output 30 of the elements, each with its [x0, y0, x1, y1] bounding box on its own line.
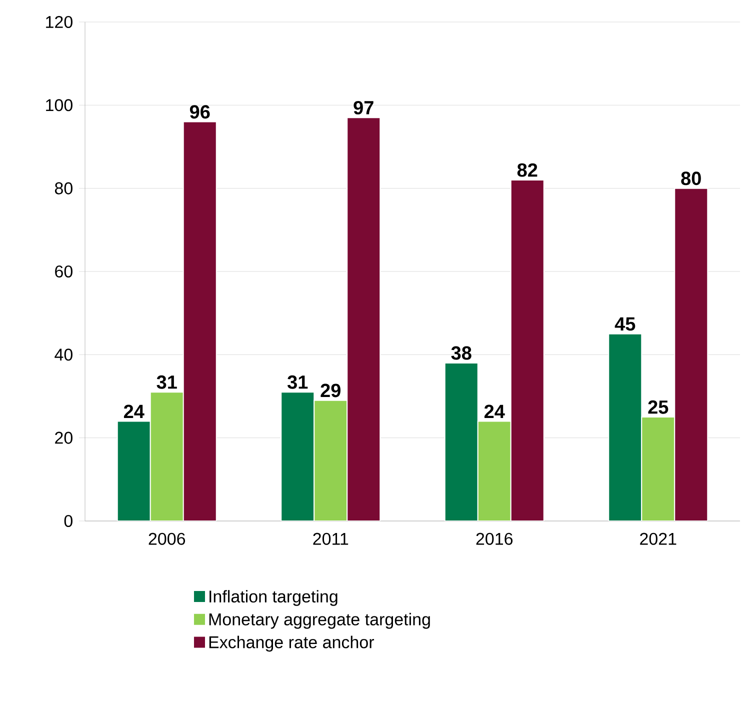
- data-label: 24: [484, 404, 505, 418]
- x-tick-label: 2016: [476, 532, 513, 545]
- data-label: 29: [320, 384, 340, 398]
- legend-label: Monetary aggregate targeting: [209, 612, 430, 629]
- x-tick-label: 2006: [148, 532, 186, 545]
- data-label: 96: [190, 105, 210, 119]
- y-tick-label: 0: [64, 514, 72, 528]
- data-label: 45: [614, 317, 636, 331]
- bar: [510, 180, 544, 521]
- y-tick-label: 20: [55, 432, 72, 444]
- x-tick-label: 2021: [640, 532, 676, 545]
- data-label: 80: [681, 172, 701, 186]
- data-label: 97: [354, 100, 374, 114]
- y-tick-label: 100: [46, 99, 72, 112]
- y-tick-label: 60: [55, 265, 72, 278]
- bar: [182, 121, 217, 521]
- data-label: 24: [124, 404, 144, 418]
- data-label: 38: [451, 346, 472, 360]
- data-label: 25: [648, 400, 668, 414]
- bar: [346, 117, 381, 521]
- legend-label: Exchange rate anchor: [209, 636, 374, 652]
- x-tick-label: 2011: [313, 532, 348, 545]
- data-label: 31: [288, 375, 308, 389]
- y-tick-label: 80: [54, 182, 72, 194]
- bar: [674, 188, 708, 521]
- y-tick-label: 120: [46, 16, 72, 28]
- y-tick-label: 40: [54, 348, 72, 361]
- data-label: 82: [517, 163, 538, 177]
- data-label: 31: [156, 375, 177, 389]
- legend-label: Inflation targeting: [210, 590, 338, 606]
